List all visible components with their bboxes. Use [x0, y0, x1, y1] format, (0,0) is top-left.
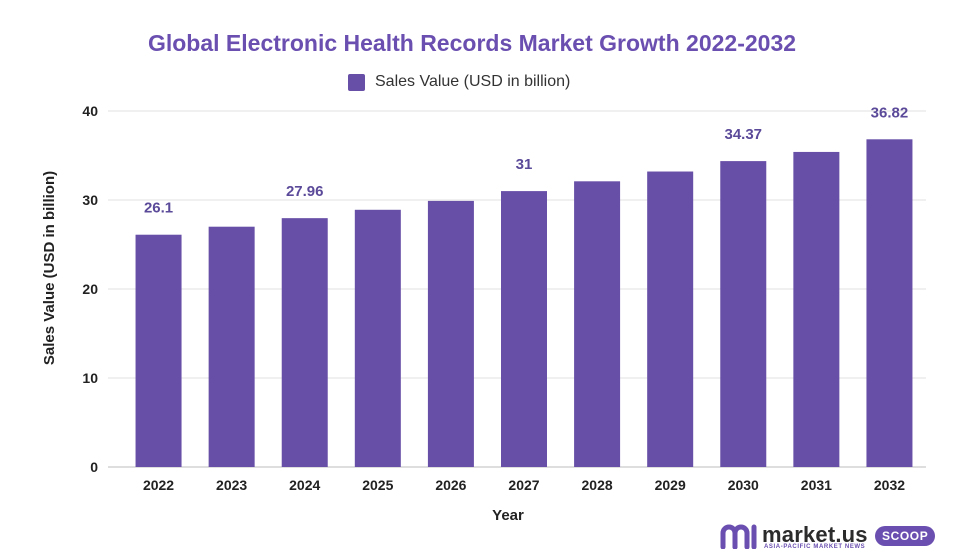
- data-label: 27.96: [286, 183, 324, 200]
- logo-tagline: ASIA-PACIFIC MARKET NEWS: [764, 544, 866, 550]
- y-axis-title: Sales Value (USD in billion): [41, 171, 58, 365]
- bar: [135, 234, 182, 467]
- x-tick-label: 2023: [216, 477, 247, 493]
- legend-swatch: [348, 73, 365, 91]
- y-tick-label: 30: [82, 192, 98, 208]
- brand-logo: market.us ASIA-PACIFIC MARKET NEWS SCOOP: [720, 521, 936, 553]
- chart-legend: Sales Value (USD in billion): [348, 72, 570, 92]
- bar: [574, 181, 621, 467]
- x-tick-label: 2030: [728, 477, 759, 493]
- y-tick-label: 10: [82, 370, 98, 386]
- bar: [647, 171, 694, 467]
- x-tick-label: 2022: [143, 477, 174, 493]
- x-tick-label: 2029: [655, 477, 686, 493]
- bar: [720, 161, 767, 467]
- bar: [427, 200, 474, 467]
- chart-title: Global Electronic Health Records Market …: [147, 30, 797, 56]
- market-us-logo-icon: [720, 524, 757, 549]
- x-tick-label: 2031: [801, 477, 832, 493]
- logo-text: market.us: [762, 522, 868, 547]
- x-tick-label: 2027: [508, 477, 539, 493]
- bar: [354, 209, 401, 468]
- y-tick-label: 0: [90, 459, 98, 475]
- x-tick-label: 2028: [582, 477, 613, 493]
- data-label: 31: [516, 156, 533, 173]
- bar: [208, 226, 255, 467]
- data-label: 26.1: [144, 200, 173, 217]
- legend-label: Sales Value (USD in billion): [375, 73, 571, 90]
- data-label: 36.82: [871, 104, 909, 121]
- x-axis-title: Year: [492, 507, 524, 524]
- logo-badge: SCOOP: [875, 526, 936, 546]
- x-tick-label: 2026: [435, 477, 466, 493]
- y-tick-label: 40: [82, 103, 98, 119]
- x-tick-label: 2025: [362, 477, 393, 493]
- x-tick-label: 2024: [289, 477, 320, 493]
- x-tick-label: 2032: [874, 477, 905, 493]
- data-label: 34.37: [724, 126, 762, 143]
- bar: [281, 218, 328, 467]
- bar: [793, 151, 840, 467]
- bar: [866, 139, 913, 467]
- y-tick-label: 20: [82, 281, 98, 297]
- bar: [501, 191, 547, 467]
